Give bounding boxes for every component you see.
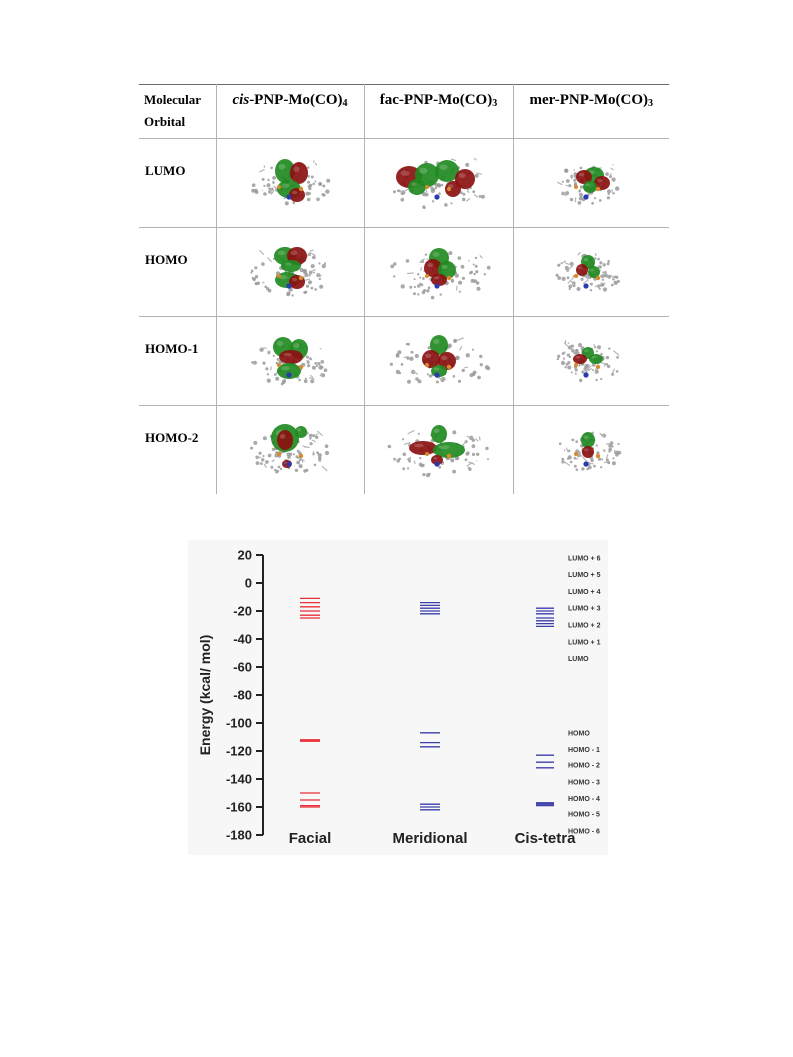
orbital-image-cis-homo [217, 228, 366, 321]
y-tick-label: -60 [233, 660, 252, 675]
category-label: Facial [289, 830, 332, 847]
orbital-cell [512, 227, 669, 317]
column-header-fac: fac-PNP-Mo(CO)3 [363, 84, 514, 139]
row-label-homo-1: HOMO-1 [145, 341, 199, 356]
orbital-cell [512, 138, 669, 228]
y-tick-label: -40 [233, 632, 252, 647]
orbital-annotation: LUMO + 1 [568, 639, 601, 646]
orbital-cell [363, 138, 514, 228]
y-tick-label: -120 [226, 744, 252, 759]
orbital-annotation: HOMO [568, 730, 590, 737]
corner-label-line2: Orbital [144, 114, 186, 129]
column-header-cis: cis-PNP-Mo(CO)4 [215, 84, 365, 139]
orbital-image-cis-lumo [217, 139, 366, 232]
orbital-image-mer-homo-2 [514, 406, 670, 499]
col-prefix: cis [232, 92, 250, 108]
table-row: LUMO [139, 138, 669, 228]
table-row: HOMO-1 [139, 316, 669, 406]
molecular-orbital-table: Molecular Orbital cis-PNP-Mo(CO)4 fac-PN… [139, 84, 669, 495]
row-label-homo: HOMO [145, 252, 188, 267]
orbital-annotation: HOMO - 3 [568, 779, 600, 786]
orbital-annotation: HOMO - 2 [568, 763, 600, 770]
orbital-annotation: HOMO - 1 [568, 747, 600, 754]
orbital-annotation: LUMO + 4 [568, 589, 601, 596]
corner-cell: Molecular Orbital [139, 84, 217, 139]
y-axis-title: Energy (kcal/ mol) [197, 635, 213, 756]
row-label-lumo: LUMO [145, 163, 186, 178]
table-header-row: Molecular Orbital cis-PNP-Mo(CO)4 fac-PN… [139, 84, 669, 139]
orbital-cell [215, 227, 365, 317]
table-row: HOMO-2 [139, 405, 669, 494]
orbital-annotation: LUMO + 3 [568, 606, 601, 613]
orbital-cell [215, 405, 365, 494]
orbital-cell [363, 316, 514, 406]
orbital-cell [215, 316, 365, 406]
orbital-image-cis-homo-2 [217, 406, 366, 499]
orbital-annotation: HOMO - 6 [568, 828, 600, 835]
row-label-homo-2: HOMO-2 [145, 430, 199, 445]
energy-levels [300, 597, 554, 811]
col-sub: 3 [492, 98, 498, 109]
table-row: HOMO [139, 227, 669, 317]
orbital-image-fac-homo-2 [365, 406, 514, 499]
col-body: -PNP-Mo(CO) [249, 92, 343, 108]
orbital-annotations: LUMO + 6 LUMO + 5 LUMO + 4 LUMO + 3 LUMO + 2… [568, 555, 601, 835]
y-tick-label: 0 [245, 576, 252, 591]
y-tick-label: 20 [238, 548, 252, 563]
y-tick-label: -80 [233, 688, 252, 703]
orbital-image-mer-lumo [514, 139, 670, 232]
corner-label: Molecular Orbital [139, 85, 216, 133]
orbital-cell [512, 316, 669, 406]
energy-level-chart: 20 0 -20 -40 -60 -80 -100 -120 -140 -160 -180 Ener… [188, 540, 608, 855]
orbital-annotation: HOMO - 5 [568, 812, 600, 819]
orbital-annotation: LUMO + 6 [568, 555, 601, 562]
orbital-image-fac-homo-1 [365, 317, 514, 410]
orbital-annotation: HOMO - 4 [568, 796, 600, 803]
orbital-cell [512, 405, 669, 494]
col-body: mer-PNP-Mo(CO) [529, 92, 649, 108]
category-label: Meridional [392, 830, 467, 847]
orbital-cell [215, 138, 365, 228]
corner-label-line1: Molecular [144, 92, 202, 107]
orbital-image-fac-lumo [365, 139, 514, 232]
orbital-cell [363, 405, 514, 494]
orbital-annotation: LUMO [568, 656, 589, 663]
col-sub: 4 [342, 98, 348, 109]
col-body: fac-PNP-Mo(CO) [379, 92, 493, 108]
orbital-annotation: LUMO + 2 [568, 623, 601, 630]
y-tick-label: -20 [233, 604, 252, 619]
energy-chart-svg: 20 0 -20 -40 -60 -80 -100 -120 -140 -160 -180 Ener… [188, 540, 608, 855]
orbital-image-mer-homo-1 [514, 317, 670, 410]
y-tick-label: -160 [226, 800, 252, 815]
orbital-image-cis-homo-1 [217, 317, 366, 410]
y-ticks: 20 0 -20 -40 -60 -80 -100 -120 -140 -160 -180 [226, 548, 263, 843]
orbital-cell [363, 227, 514, 317]
orbital-annotation: LUMO + 5 [568, 572, 601, 579]
orbital-image-fac-homo [365, 228, 514, 321]
column-header-mer: mer-PNP-Mo(CO)3 [512, 84, 669, 139]
col-sub: 3 [648, 98, 654, 109]
y-tick-label: -180 [226, 828, 252, 843]
category-labels: Facial Meridional Cis-tetra [289, 830, 576, 847]
orbital-image-mer-homo [514, 228, 670, 321]
y-tick-label: -140 [226, 772, 252, 787]
category-label: Cis-tetra [515, 830, 577, 847]
y-tick-label: -100 [226, 716, 252, 731]
